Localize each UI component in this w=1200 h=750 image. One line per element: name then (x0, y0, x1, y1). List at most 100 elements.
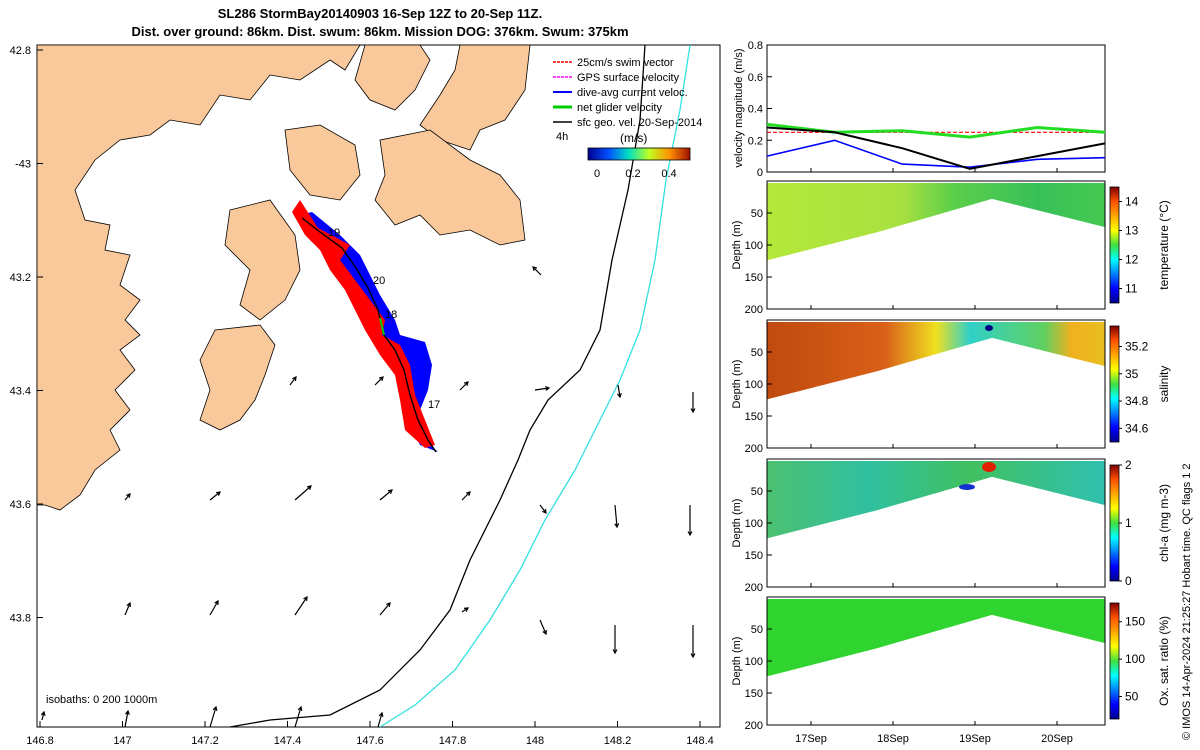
current-vector-head (614, 523, 620, 529)
current-vector-head (542, 629, 547, 636)
current-vector-head (306, 485, 312, 490)
peninsula-north (284, 124, 361, 201)
current-vector (617, 384, 621, 398)
section-panel-oxygen: 50 100 150 200 Depth (m) 50 100 150 Ox. sat. rat… (731, 596, 1171, 732)
current-vector-head (126, 493, 131, 499)
depth-tick-label: 100 (745, 240, 763, 252)
current-vector (124, 493, 131, 501)
day-label-20: 20 (373, 275, 385, 287)
current-vector-head (532, 266, 538, 272)
section-data-fill (767, 183, 1105, 261)
current-vector-field (40, 266, 696, 727)
legend-swim-label: 25cm/s swim vector (577, 57, 674, 69)
current-vector (209, 706, 217, 727)
current-vector-head (303, 595, 308, 602)
current-vector (377, 712, 383, 727)
current-vector (289, 376, 297, 386)
depth-tick-label: 150 (745, 550, 763, 562)
map-x-tick-label: 147.8 (439, 735, 467, 747)
current-vector (534, 387, 550, 391)
current-vector-head (126, 601, 132, 608)
velocity-series-line (766, 139, 1106, 169)
colorbar-tick-label: 2 (1125, 458, 1132, 472)
date-tick-label: 17Sep (795, 733, 827, 745)
map-colorbar-tick: 0.2 (625, 168, 640, 180)
chart-title-line1: SL286 StormBay20140903 16-Sep 12Z to 20-… (217, 6, 543, 21)
map-x-tick-label: 147.6 (356, 735, 384, 747)
current-vector (539, 504, 547, 514)
current-vector (294, 706, 302, 727)
depth-axis-label: Depth (m) (731, 360, 743, 409)
map-colorbar-title: (m/s) (620, 131, 647, 145)
depth-tick-label: 150 (745, 688, 763, 700)
current-vector (461, 491, 471, 501)
map-x-tick-label: 148 (526, 735, 544, 747)
colorbar-tick-label: 0 (1125, 574, 1132, 588)
depth-tick-label: 50 (751, 486, 763, 498)
depth-axis-label: Depth (m) (731, 637, 743, 686)
mainland-west (37, 45, 361, 511)
colorbar-label: Ox. sat. ratio (%) (1157, 616, 1171, 706)
colorbar-tick-label: 100 (1125, 652, 1145, 666)
map-x-tick-label: 146.8 (26, 735, 54, 747)
isobath-1000m (379, 45, 691, 727)
velocity-y-tick-label: 0.2 (748, 135, 763, 147)
legend-net-glider-label: net glider velocity (577, 102, 662, 114)
current-vector (124, 710, 129, 727)
day-label-19: 19 (328, 227, 340, 239)
map-colorbar-tick: 0.4 (661, 168, 676, 180)
date-tick-label: 18Sep (877, 733, 909, 745)
island-east-upper (354, 45, 431, 111)
current-vector-head (214, 599, 219, 606)
map-colorbar-tick: 0 (594, 168, 600, 180)
isobaths-note: isobaths: 0 200 1000m (46, 694, 157, 706)
depth-tick-label: 100 (745, 379, 763, 391)
colorbar-tick-label: 35 (1125, 367, 1139, 381)
legend-4h-label: 4h (556, 131, 568, 143)
current-vector (532, 266, 542, 276)
colorbar-tick-label: 12 (1125, 253, 1139, 267)
section-panel-temperature: 50 100 150 200 Depth (m) 11 12 13 14 temperature … (731, 180, 1171, 316)
map-y-tick-label: 43.8 (10, 613, 31, 625)
section-panel-chl-a: 50 100 150 200 Depth (m) 0 1 2 chl-a (mg m-3) (731, 458, 1171, 594)
map-y-tick-label: 43.2 (10, 272, 31, 284)
current-vector (374, 376, 384, 386)
colorbar-tick-label: 13 (1125, 224, 1139, 238)
current-vector-head (40, 710, 46, 717)
current-vector-head (690, 408, 696, 414)
velocity-y-tick-label: 0.6 (748, 72, 763, 84)
depth-tick-label: 50 (751, 347, 763, 359)
depth-tick-label: 50 (751, 624, 763, 636)
velocity-y-tick-label: 0 (757, 167, 763, 179)
velocity-y-tick-label: 0.4 (748, 104, 763, 116)
colorbar-tick-label: 34.8 (1125, 394, 1149, 408)
current-vector-head (612, 649, 618, 655)
section-data-fill (767, 461, 1105, 539)
glider-track-green (379, 317, 385, 336)
forestier-peninsula (419, 45, 531, 151)
map-y-tick-label: 42.8 (10, 45, 31, 57)
colorbar (1109, 325, 1120, 443)
depth-axis-label: Depth (m) (731, 221, 743, 270)
current-vector-head (297, 705, 303, 712)
colorbar (1109, 464, 1120, 582)
velocity-axes (766, 44, 1106, 173)
isobath-200m (229, 45, 646, 727)
depth-tick-label: 150 (745, 411, 763, 423)
colorbar-tick-label: 34.6 (1125, 421, 1149, 435)
map-y-ticks: 42.8 -43 43.2 43.4 43.6 43.8 (10, 45, 43, 625)
colorbar-label: temperature (°C) (1157, 200, 1171, 290)
colorbar-tick-label: 14 (1125, 195, 1139, 209)
map-x-tick-label: 147.4 (274, 735, 302, 747)
chart-title-line2: Dist. over ground: 86km. Dist. swum: 86k… (131, 24, 629, 39)
current-vector (294, 596, 308, 616)
colorbar-tick-label: 150 (1125, 615, 1145, 629)
day-label-17: 17 (428, 399, 440, 411)
section-data-fill (767, 322, 1105, 400)
current-vector-head (617, 393, 622, 399)
current-vector-head (542, 508, 547, 515)
current-vector-head (687, 531, 693, 537)
date-tick-label: 20Sep (1041, 733, 1073, 745)
